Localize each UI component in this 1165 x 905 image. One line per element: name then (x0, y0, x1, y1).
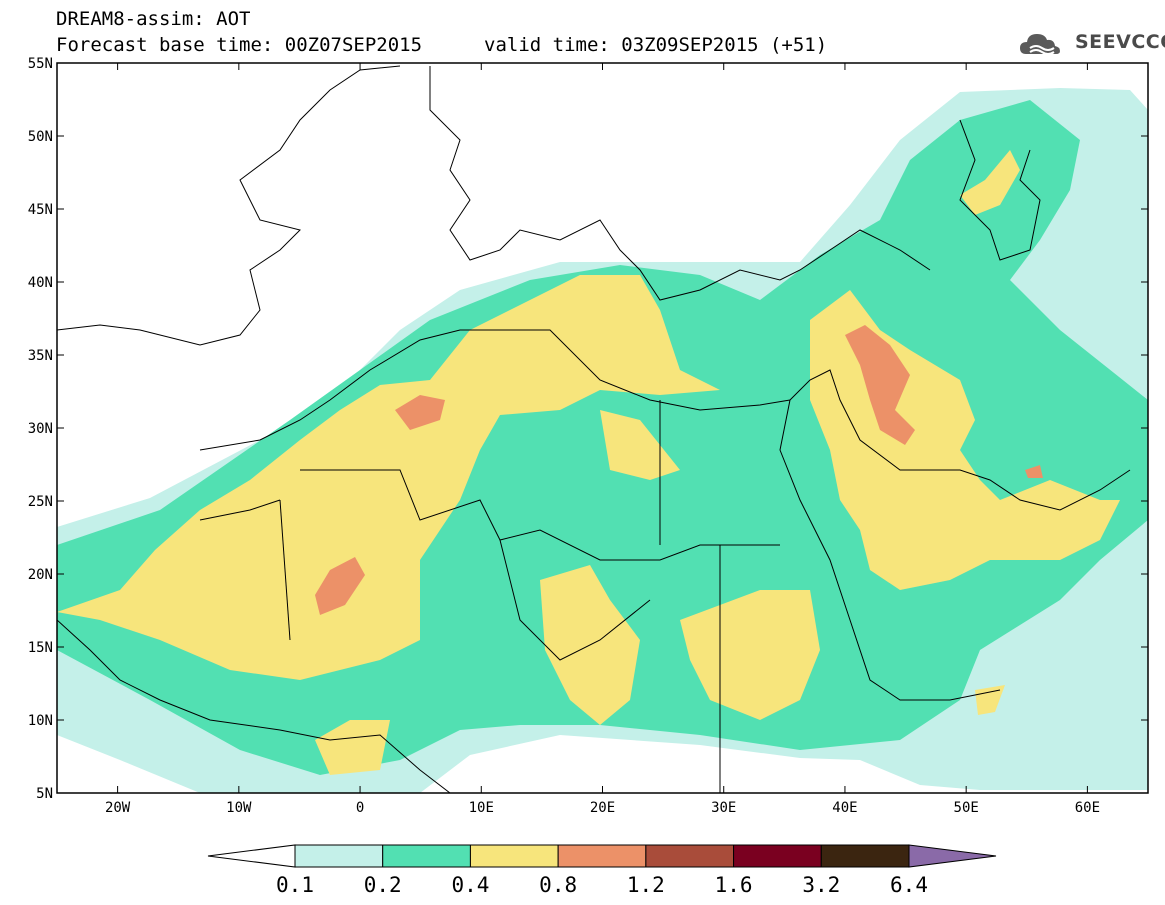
lat-tick-label: 50N (28, 129, 53, 145)
colorbar-bin (469, 844, 559, 868)
lat-tick-label: 55N (28, 56, 53, 72)
map-title: DREAM8-assim: AOT (56, 8, 251, 30)
longitude-labels: 20W 10W 0 10E 20E 30E 40E 50E 60E (105, 800, 1100, 816)
colorbar-bins (207, 844, 997, 868)
aot-contour-0.4-sudan (680, 590, 820, 720)
colorbar-bin (820, 844, 910, 868)
colorbar-labels: 0.1 0.2 0.4 0.8 1.2 1.6 3.2 6.4 (276, 873, 928, 897)
lon-tick-label: 20W (105, 800, 131, 816)
lon-tick-label: 10W (226, 800, 252, 816)
lon-tick-label: 20E (590, 800, 615, 816)
lat-tick-label: 30N (28, 421, 53, 437)
aot-contour-0.8-algeria (395, 395, 445, 430)
lon-tick-label: 10E (469, 800, 494, 816)
lat-tick-label: 45N (28, 202, 53, 218)
axis-ticks (57, 62, 1148, 794)
aot-contour-0.8-mali (315, 557, 365, 615)
colorbar-bin (645, 844, 735, 868)
forecast-base-time: Forecast base time: 00Z07SEP2015 (56, 34, 423, 56)
aot-contour-0.4-caspian (960, 150, 1020, 215)
logo-text: SEEVCCC (1075, 31, 1165, 53)
colorbar-label: 1.6 (715, 873, 753, 897)
colorbar-bin (294, 844, 384, 868)
coastlines (57, 65, 1131, 793)
colorbar-bin (207, 844, 296, 868)
lon-tick-label: 40E (832, 800, 857, 816)
colorbar-bin (557, 844, 647, 868)
lon-tick-label: 60E (1075, 800, 1100, 816)
colorbar-label: 0.2 (364, 873, 402, 897)
lon-tick-label: 30E (711, 800, 736, 816)
lat-tick-label: 15N (28, 640, 53, 656)
colorbar-label: 3.2 (802, 873, 840, 897)
aot-contour-0.4-sahara (57, 275, 720, 680)
lat-tick-label: 40N (28, 275, 53, 291)
lat-tick-label: 25N (28, 494, 53, 510)
colorbar-bin (382, 844, 471, 868)
colorbar-bin (908, 844, 997, 868)
lat-tick-label: 5N (36, 786, 53, 802)
lat-tick-label: 20N (28, 567, 53, 583)
colorbar-label: 0.1 (276, 873, 314, 897)
lon-tick-label: 0 (356, 800, 364, 816)
colorbar-label: 1.2 (627, 873, 665, 897)
colorbar-label: 6.4 (890, 873, 928, 897)
cloud-icon (1020, 34, 1060, 55)
aot-contour-0.4-westafrica (315, 720, 390, 775)
lon-tick-label: 50E (954, 800, 979, 816)
aot-contour-0.8-iraq (845, 325, 915, 445)
aot-field (57, 63, 1148, 793)
aot-contour-0.4-somalia (975, 685, 1005, 715)
lat-tick-label: 10N (28, 713, 53, 729)
latitude-labels: 55N 50N 45N 40N 35N 30N 25N 20N 15N 10N 5N (28, 56, 53, 802)
colorbar-bin (733, 844, 822, 868)
valid-time: valid time: 03Z09SEP2015 (+51) (484, 34, 828, 56)
lat-tick-label: 35N (28, 348, 53, 364)
colorbar-label: 0.4 (451, 873, 489, 897)
colorbar-label: 0.8 (539, 873, 577, 897)
aot-contour-0.8-gulf (1025, 465, 1043, 478)
